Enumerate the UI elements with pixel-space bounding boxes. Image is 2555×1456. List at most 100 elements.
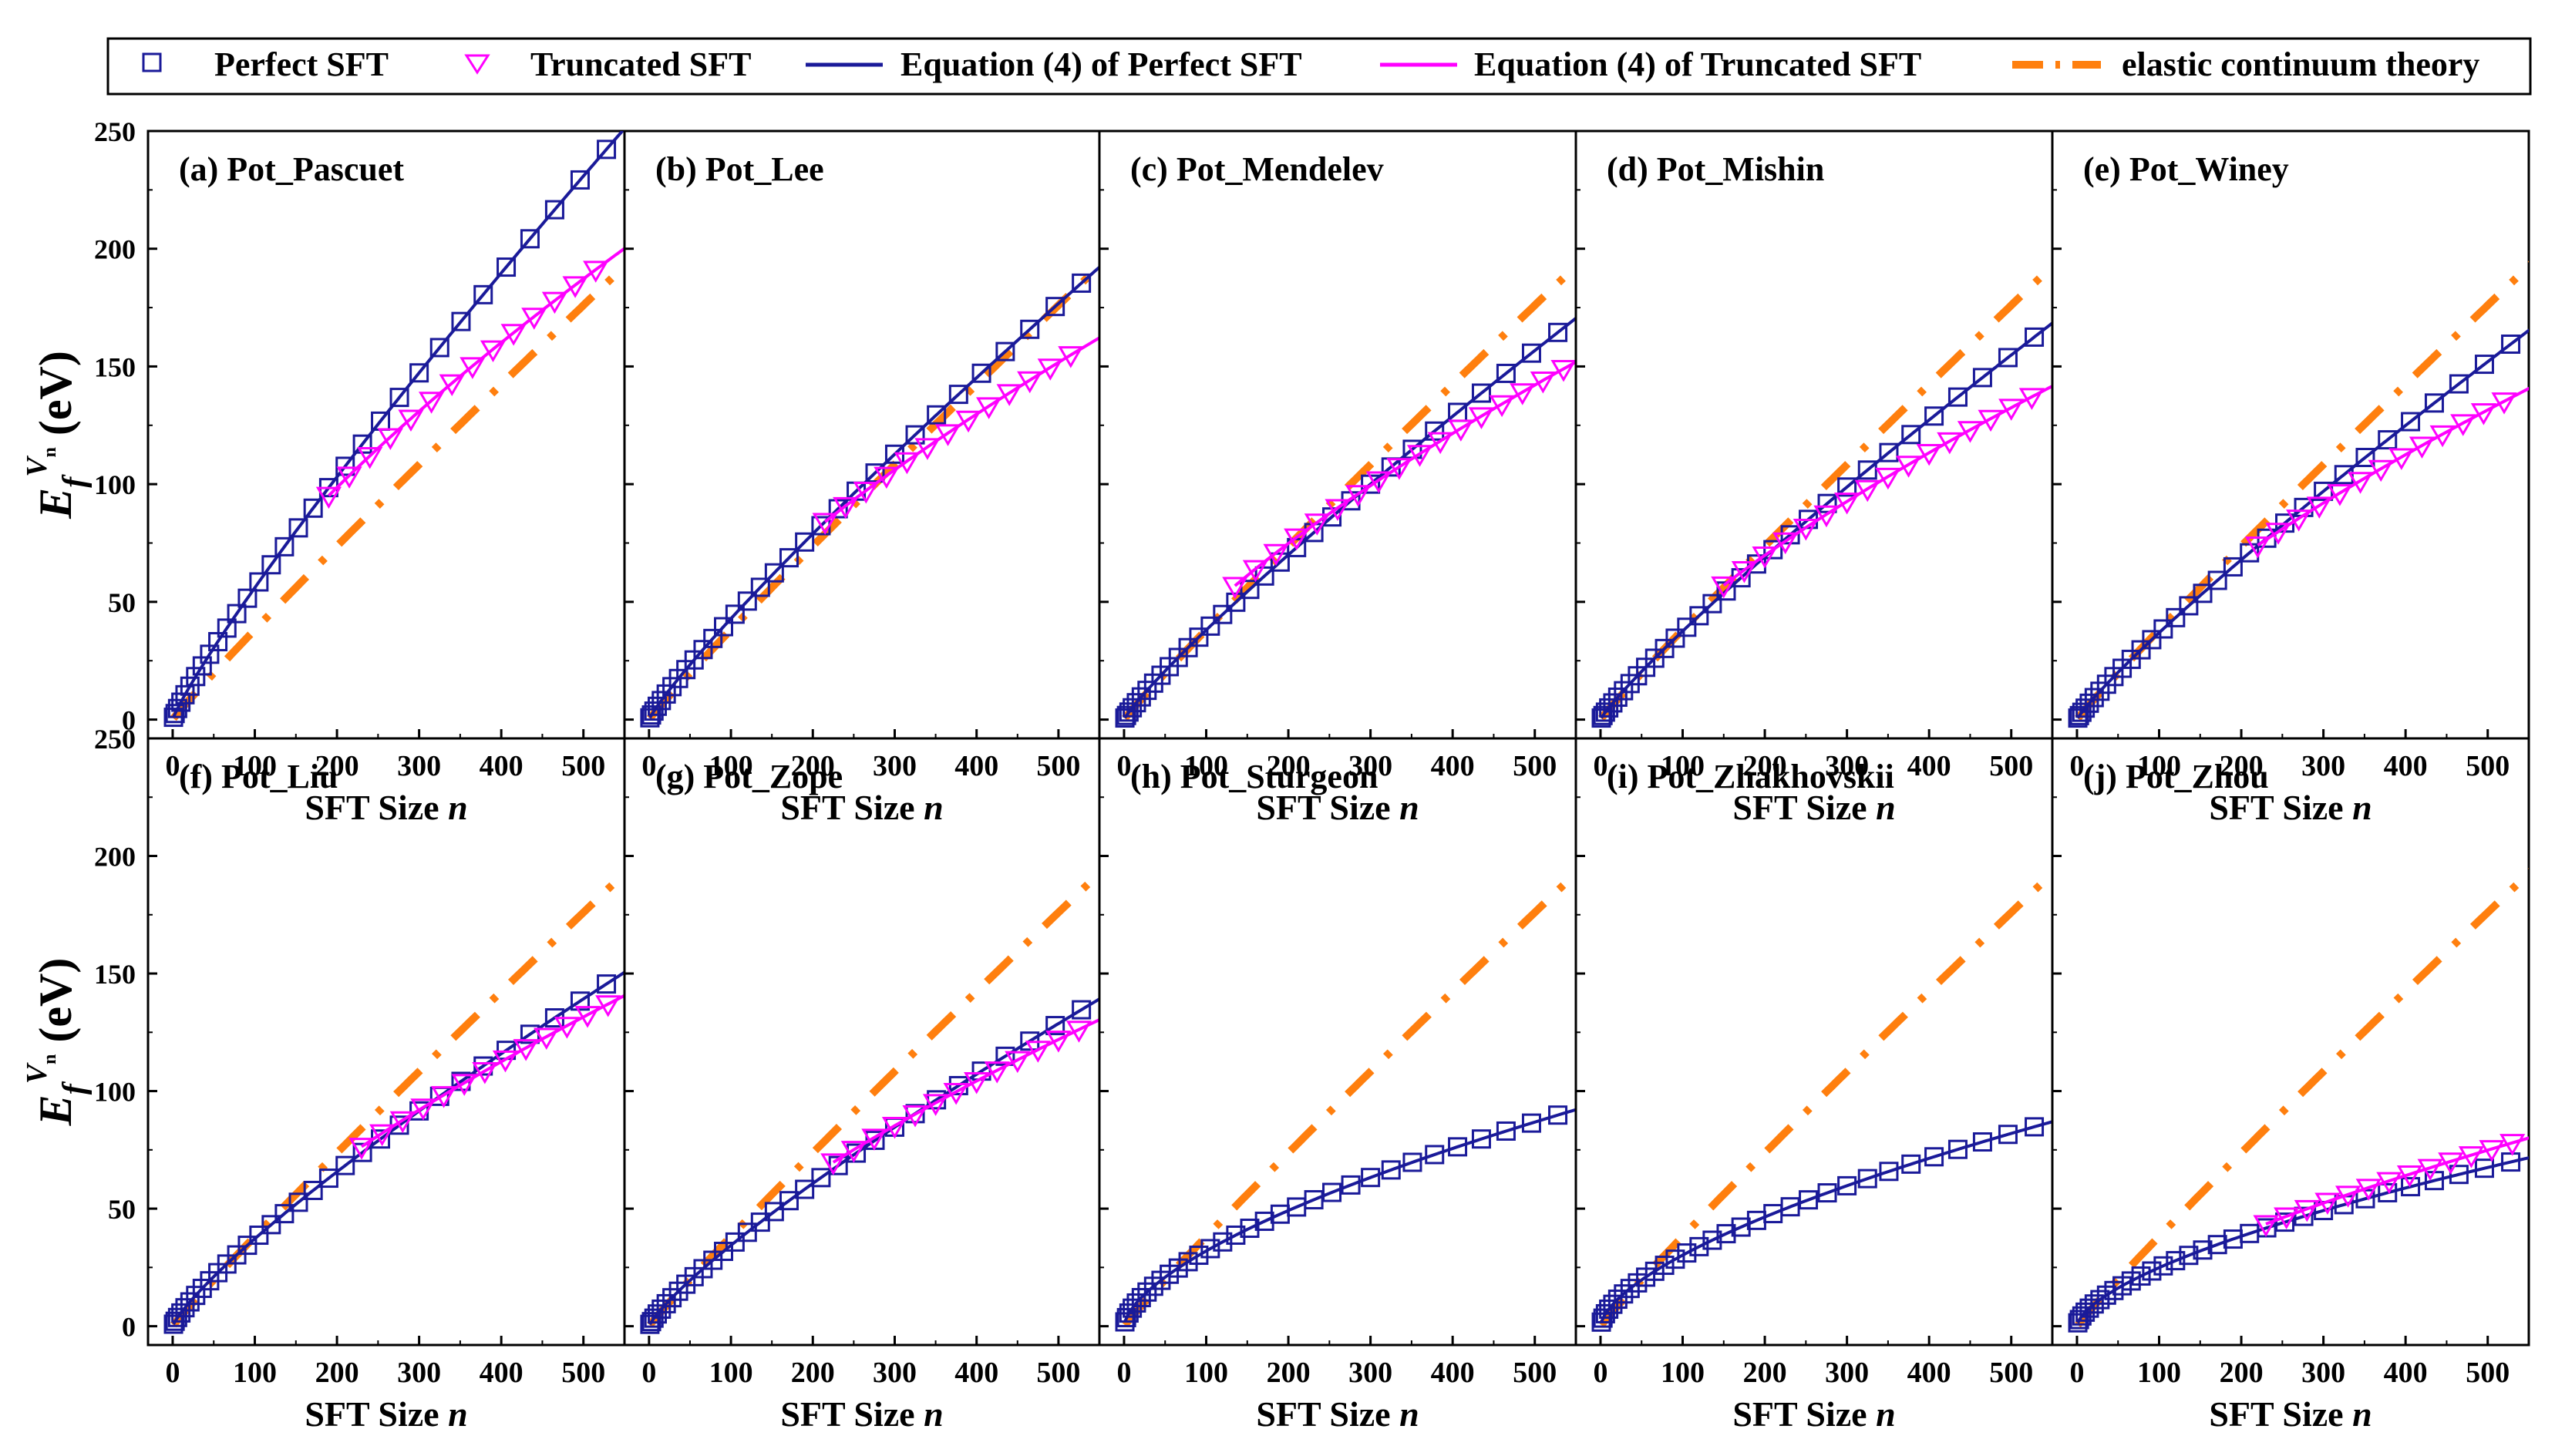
perfect-marker — [1857, 1168, 1877, 1189]
truncated-marker — [2458, 1146, 2485, 1168]
truncated-marker — [2396, 1165, 2423, 1188]
perfect-marker — [389, 388, 409, 408]
perfect-marker — [764, 563, 784, 583]
truncated-marker — [562, 276, 588, 298]
perfect-marker — [2449, 374, 2469, 394]
perfect-marker — [656, 1293, 676, 1313]
plot-area — [163, 131, 624, 728]
x-tick-label: 500 — [2466, 750, 2510, 782]
perfect-marker — [2153, 619, 2173, 639]
perfect-marker — [2090, 681, 2110, 701]
y-tick-label: 200 — [94, 234, 136, 265]
perfect-marker — [1689, 606, 1709, 626]
perfect-marker — [1603, 1294, 1623, 1314]
plot-area — [2068, 868, 2529, 1333]
perfect-marker — [2079, 693, 2099, 713]
legend: Perfect SFT Truncated SFT Equation (4) o… — [106, 37, 2532, 96]
truncated-marker — [574, 1006, 601, 1028]
perfect-marker — [779, 1191, 799, 1211]
panel-1: 0 100 200 300 400 500 0 50 100 150 200 250 (a) Pot_P… — [94, 116, 626, 827]
truncated-marker — [1752, 546, 1778, 569]
truncated-marker — [1017, 371, 1043, 394]
x-tick-label: 400 — [1431, 750, 1475, 782]
x-tick-label: 300 — [1348, 1357, 1392, 1389]
y-axis-label: EfVn (eV) — [21, 958, 93, 1127]
y-tick-label: 100 — [94, 469, 136, 500]
perfect-marker — [737, 591, 757, 611]
perfect-marker — [335, 1155, 355, 1175]
x-tick-label: 300 — [873, 1357, 917, 1389]
truncated-marker — [418, 392, 445, 414]
perfect-marker — [2131, 640, 2151, 660]
panel-title: (c) Pot_Mendelev — [1130, 150, 1384, 188]
perfect-marker — [186, 667, 206, 687]
x-axis-label: SFT Size n — [2209, 788, 2372, 827]
y-tick-label: 50 — [108, 587, 136, 618]
perfect-marker — [811, 1168, 831, 1188]
perfect-marker — [288, 518, 308, 538]
perfect-marker — [1665, 628, 1685, 648]
truncated-marker — [1834, 493, 1860, 515]
truncated-marker — [2327, 484, 2353, 506]
perfect-marker — [1189, 627, 1209, 647]
perfect-marker — [1644, 648, 1665, 668]
perfect-marker — [1137, 681, 1157, 701]
x-tick-label: 300 — [1825, 750, 1869, 782]
truncated-marker — [894, 452, 921, 475]
perfect-marker — [662, 1288, 682, 1308]
perfect-marker — [1614, 681, 1634, 701]
perfect-marker — [2193, 1240, 2213, 1260]
x-tick-label: 200 — [791, 750, 835, 782]
legend-label-perfect: Perfect SFT — [214, 45, 389, 83]
truncated-marker — [369, 1124, 396, 1147]
perfect-marker — [2378, 1182, 2398, 1202]
x-tick-label: 100 — [2137, 750, 2181, 782]
truncated-marker — [1045, 1031, 1072, 1053]
truncated-marker — [1325, 499, 1351, 521]
perfect-marker — [1072, 1000, 1092, 1020]
perfect-marker — [1178, 1252, 1198, 1272]
plot-area — [1591, 868, 2052, 1332]
truncated-marker — [1448, 419, 1474, 442]
truncated-marker — [1065, 1021, 1092, 1043]
continuum-line — [2075, 868, 2529, 1328]
truncated-fit-line — [2265, 1136, 2529, 1226]
x-axis-label: SFT Size n — [1732, 1394, 1895, 1434]
x-tick-label: 500 — [561, 1357, 605, 1389]
continuum-line — [1122, 261, 1576, 721]
panel-2: 0 100 200 300 400 500 (b) Pot_Lee SFT Size n — [623, 129, 1101, 827]
panel-3: 0 100 200 300 400 500 (c) Pot_Mendelev SFT Size… — [1098, 129, 1577, 827]
x-axis-label: SFT Size n — [2209, 1394, 2372, 1434]
perfect-marker — [1857, 460, 1877, 480]
truncated-marker — [1468, 407, 1495, 429]
x-tick-label: 0 — [165, 1357, 180, 1389]
truncated-marker — [1813, 505, 1840, 528]
truncated-marker — [2409, 436, 2435, 459]
truncated-marker — [922, 1094, 949, 1116]
perfect-marker — [2207, 570, 2227, 590]
perfect-marker — [2153, 1256, 2173, 1276]
x-tick-label: 300 — [1348, 750, 1392, 782]
perfect-marker — [1614, 1284, 1634, 1304]
perfect-marker — [2424, 393, 2444, 413]
truncated-marker — [389, 1111, 416, 1134]
perfect-marker — [1799, 1190, 1819, 1210]
truncated-marker — [1978, 409, 2004, 432]
plot-area — [1591, 261, 2052, 728]
truncated-marker — [2499, 1134, 2526, 1156]
panel-frame — [146, 737, 626, 1347]
perfect-marker — [703, 628, 723, 648]
perfect-marker — [1189, 1246, 1209, 1266]
truncated-marker — [2355, 1179, 2382, 1201]
x-tick-label: 0 — [1116, 750, 1131, 782]
truncated-marker — [2253, 1215, 2279, 1237]
truncated-marker — [874, 466, 900, 489]
x-tick-label: 0 — [1116, 1357, 1131, 1389]
perfect-marker — [971, 363, 991, 383]
truncated-marker — [2306, 496, 2332, 519]
perfect-marker — [2131, 1266, 2151, 1286]
x-tick-label: 0 — [2069, 750, 2084, 782]
truncated-marker — [534, 1027, 560, 1051]
